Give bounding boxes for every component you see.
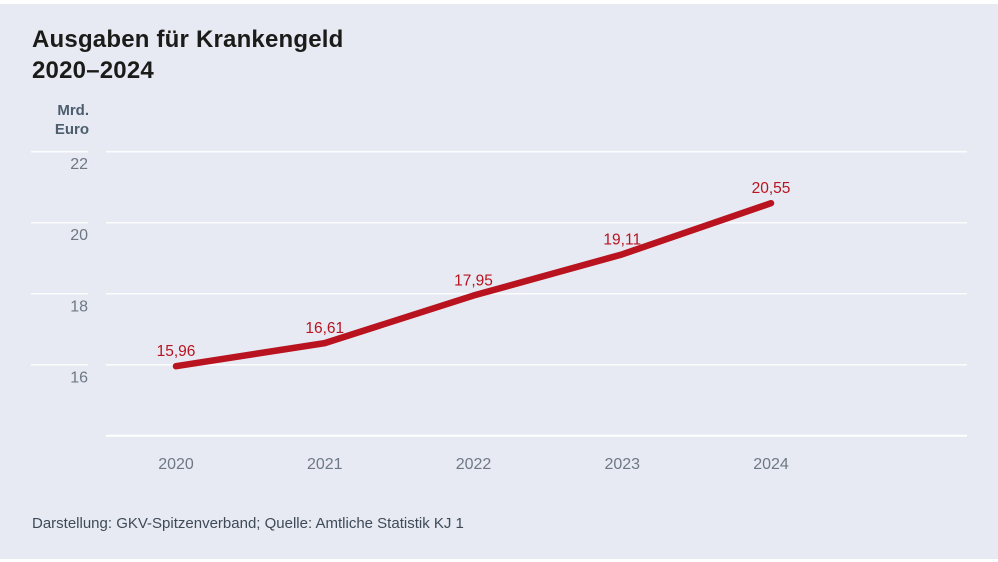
top-border [0,0,998,4]
x-axis-label: 2024 [753,456,789,473]
chart-title-line2: 2020–2024 [32,57,154,84]
x-axis-label: 2020 [158,456,194,473]
x-axis-label: 2023 [604,456,640,473]
chart-title-line1: Ausgaben für Krankengeld [32,26,344,53]
x-axis-label: 2022 [456,456,492,473]
bottom-border [0,559,998,562]
value-label: 19,11 [603,231,641,248]
value-label: 15,96 [157,343,196,360]
y-axis-unit-line2: Euro [54,121,89,138]
y-axis-label: 16 [70,369,88,386]
y-axis-label: 18 [70,298,88,315]
x-axis-label: 2021 [307,456,343,473]
y-axis-unit-label: Mrd. Euro [32,101,89,139]
y-axis-unit-line1: Mrd. [57,102,89,119]
data-line [172,199,775,370]
value-label: 20,55 [752,180,791,197]
value-label: 16,61 [305,320,344,337]
chart-title: Ausgaben für Krankengeld 2020–2024 [32,24,344,86]
source-note: Darstellung: GKV-Spitzenverband; Quelle:… [32,515,464,532]
value-label: 17,95 [454,273,493,290]
y-axis-label: 20 [70,227,88,244]
y-axis-label: 22 [70,156,88,173]
